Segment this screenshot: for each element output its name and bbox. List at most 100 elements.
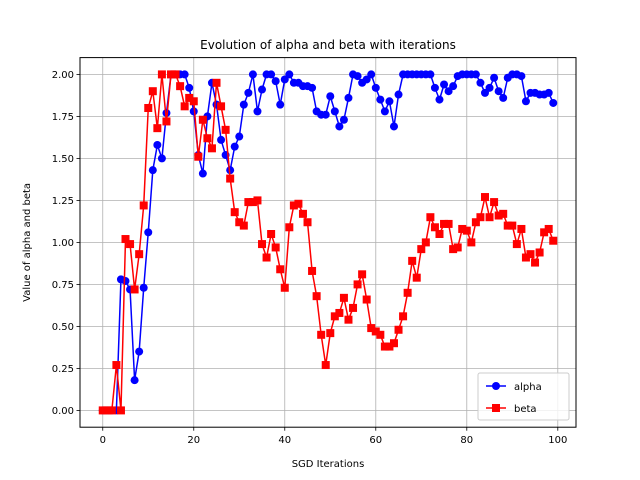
beta-point [494, 211, 503, 220]
x-tick-label: 40 [278, 435, 291, 446]
alpha-point [321, 110, 330, 119]
beta-point [394, 325, 403, 334]
beta-point [531, 258, 540, 267]
beta-point [226, 174, 235, 183]
x-tick-label: 0 [100, 435, 106, 446]
beta-point [203, 134, 212, 143]
alpha-point [244, 88, 253, 97]
alpha-point [139, 283, 148, 292]
beta-point [353, 280, 362, 289]
series-layer [98, 70, 558, 415]
x-tick-label: 20 [187, 435, 200, 446]
beta-point [98, 406, 107, 415]
beta-point [449, 245, 458, 254]
alpha-point [344, 93, 353, 102]
x-axis-label: SGD Iterations [292, 459, 365, 470]
beta-point [544, 224, 553, 233]
beta-point [453, 243, 462, 252]
beta-point [403, 288, 412, 297]
beta-point [271, 243, 280, 252]
beta-point [112, 361, 121, 370]
alpha-point [426, 70, 435, 79]
alpha-point [394, 90, 403, 99]
beta-point [417, 245, 426, 254]
alpha-point [271, 77, 280, 86]
beta-point [194, 152, 203, 161]
beta-point [380, 342, 389, 351]
alpha-point [130, 376, 139, 385]
alpha-point [517, 72, 526, 81]
alpha-point [226, 166, 235, 175]
beta-point [339, 293, 348, 302]
beta-point [139, 201, 148, 210]
x-tick-label: 60 [369, 435, 382, 446]
alpha-point [339, 115, 348, 124]
alpha-point [162, 109, 171, 118]
alpha-point [285, 70, 294, 79]
beta-point [535, 248, 544, 257]
legend-beta-marker [492, 404, 500, 412]
beta-point [308, 266, 317, 275]
beta-point [303, 218, 312, 227]
beta-point [521, 253, 530, 262]
alpha-point [308, 83, 317, 92]
beta-point [298, 209, 307, 218]
legend-alpha-marker [492, 382, 500, 390]
beta-point [435, 230, 444, 238]
beta-point [153, 124, 162, 133]
beta-point [144, 104, 153, 112]
beta-point [312, 292, 321, 301]
alpha-point [180, 70, 189, 79]
beta-point [399, 312, 408, 321]
beta-point [176, 82, 185, 91]
alpha-point [499, 93, 508, 102]
beta-point [385, 342, 394, 351]
y-axis-label: Value of alpha and beta [22, 183, 33, 302]
beta-point [458, 224, 467, 233]
alpha-point [330, 107, 339, 116]
beta-point [480, 193, 489, 202]
beta-point [376, 330, 385, 339]
alpha-point [471, 70, 480, 79]
beta-point [116, 406, 125, 415]
beta-point [262, 253, 271, 262]
beta-point [198, 115, 207, 124]
alpha-point [494, 87, 503, 96]
beta-point [408, 256, 417, 265]
beta-point [107, 406, 116, 415]
beta-point [389, 339, 398, 348]
alpha-point [380, 107, 389, 116]
x-tick-label: 80 [460, 435, 473, 446]
beta-point [180, 102, 189, 111]
x-axis-ticks: 0 20 40 60 80 100 [100, 427, 567, 446]
beta-point [549, 236, 558, 245]
alpha-point [544, 88, 553, 97]
beta-point [471, 218, 480, 227]
beta-point [421, 238, 430, 247]
beta-point [512, 240, 521, 249]
y-tick-label: 1.75 [52, 112, 74, 123]
alpha-point [258, 85, 267, 94]
y-tick-label: 0.75 [52, 280, 74, 291]
alpha-point [239, 100, 248, 109]
y-tick-label: 0.00 [52, 406, 74, 417]
beta-point [467, 238, 476, 247]
alpha-point [157, 154, 166, 163]
alpha-point [430, 83, 439, 92]
alpha-point [490, 73, 499, 82]
alpha-point [376, 95, 385, 104]
beta-point [326, 329, 335, 338]
alpha-point [385, 97, 394, 106]
beta-point [503, 221, 512, 230]
beta-point [490, 198, 499, 207]
alpha-point [189, 107, 198, 116]
alpha-point [335, 122, 344, 131]
beta-point [221, 125, 230, 134]
beta-point [485, 213, 494, 222]
beta-point [130, 285, 139, 294]
beta-point [280, 283, 289, 292]
x-tick-label: 100 [548, 435, 567, 446]
beta-point [289, 201, 298, 210]
y-tick-label: 1.00 [52, 238, 74, 249]
